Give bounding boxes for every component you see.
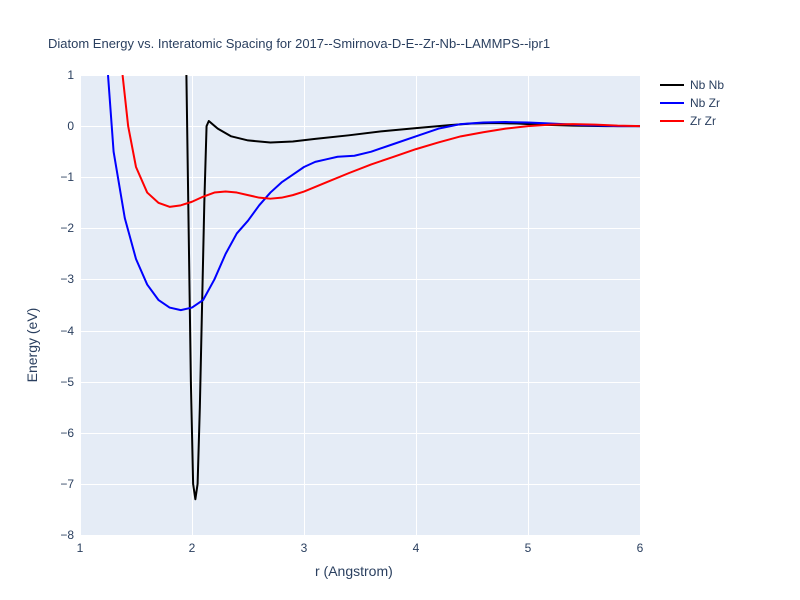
legend-item[interactable]: Nb Zr bbox=[660, 96, 724, 110]
legend-item[interactable]: Nb Nb bbox=[660, 78, 724, 92]
x-tick-label: 5 bbox=[525, 541, 532, 555]
chart-container: Diatom Energy vs. Interatomic Spacing fo… bbox=[0, 0, 800, 600]
series-line[interactable] bbox=[186, 75, 640, 499]
chart-legend[interactable]: Nb Nb Nb Zr Zr Zr bbox=[660, 78, 724, 132]
x-axis-label: r (Angstrom) bbox=[315, 563, 393, 579]
legend-label: Zr Zr bbox=[690, 114, 716, 128]
x-tick-label: 6 bbox=[637, 541, 644, 555]
y-tick-label: −5 bbox=[52, 375, 74, 389]
legend-swatch bbox=[660, 102, 684, 104]
y-tick-label: −7 bbox=[52, 477, 74, 491]
y-tick-label: 0 bbox=[52, 119, 74, 133]
y-tick-label: −4 bbox=[52, 324, 74, 338]
series-line[interactable] bbox=[123, 75, 640, 207]
y-tick-label: −3 bbox=[52, 272, 74, 286]
x-tick-label: 3 bbox=[301, 541, 308, 555]
y-tick-label: −6 bbox=[52, 426, 74, 440]
legend-label: Nb Zr bbox=[690, 96, 720, 110]
legend-item[interactable]: Zr Zr bbox=[660, 114, 724, 128]
y-tick-label: 1 bbox=[52, 68, 74, 82]
x-tick-label: 4 bbox=[413, 541, 420, 555]
legend-label: Nb Nb bbox=[690, 78, 724, 92]
legend-swatch bbox=[660, 84, 684, 86]
x-tick-label: 2 bbox=[189, 541, 196, 555]
y-tick-label: −8 bbox=[52, 528, 74, 542]
x-tick-label: 1 bbox=[77, 541, 84, 555]
y-axis-label: Energy (eV) bbox=[24, 308, 40, 383]
legend-swatch bbox=[660, 120, 684, 122]
y-tick-label: −2 bbox=[52, 221, 74, 235]
y-tick-label: −1 bbox=[52, 170, 74, 184]
